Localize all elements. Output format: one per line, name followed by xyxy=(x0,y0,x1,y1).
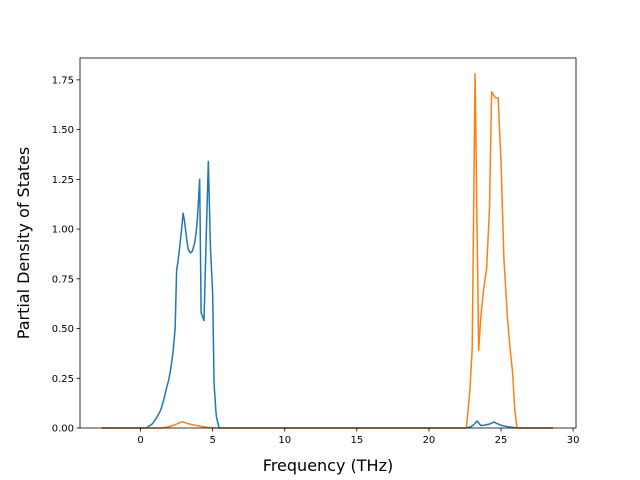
series-line-1 xyxy=(101,160,553,429)
x-tick-label: 30 xyxy=(567,435,580,446)
y-tick-label: 0.75 xyxy=(52,274,74,285)
y-tick-label: 1.00 xyxy=(52,225,74,236)
series-layer xyxy=(101,73,553,429)
x-tick-label: 0 xyxy=(137,435,143,446)
x-axis-ticks: 0 5 10 15 20 25 30 xyxy=(137,428,579,446)
series-line-2 xyxy=(101,73,553,429)
x-tick-label: 15 xyxy=(350,435,363,446)
y-tick-label: 1.75 xyxy=(52,75,74,86)
x-tick-label: 10 xyxy=(278,435,291,446)
y-tick-label: 0.00 xyxy=(52,424,74,435)
plot-frame xyxy=(79,57,577,429)
y-axis-ticks: 0.00 0.25 0.50 0.75 1.00 1.25 1.50 1.75 xyxy=(52,75,80,435)
x-tick-label: 20 xyxy=(423,435,436,446)
x-tick-label: 25 xyxy=(495,435,508,446)
y-axis-title: Partial Density of States xyxy=(14,147,33,339)
y-tick-label: 1.25 xyxy=(52,175,74,186)
x-axis-title: Frequency (THz) xyxy=(263,456,393,475)
x-tick-label: 5 xyxy=(209,435,215,446)
y-tick-label: 1.50 xyxy=(52,125,74,136)
y-tick-label: 0.50 xyxy=(52,324,74,335)
y-tick-label: 0.25 xyxy=(52,374,74,385)
